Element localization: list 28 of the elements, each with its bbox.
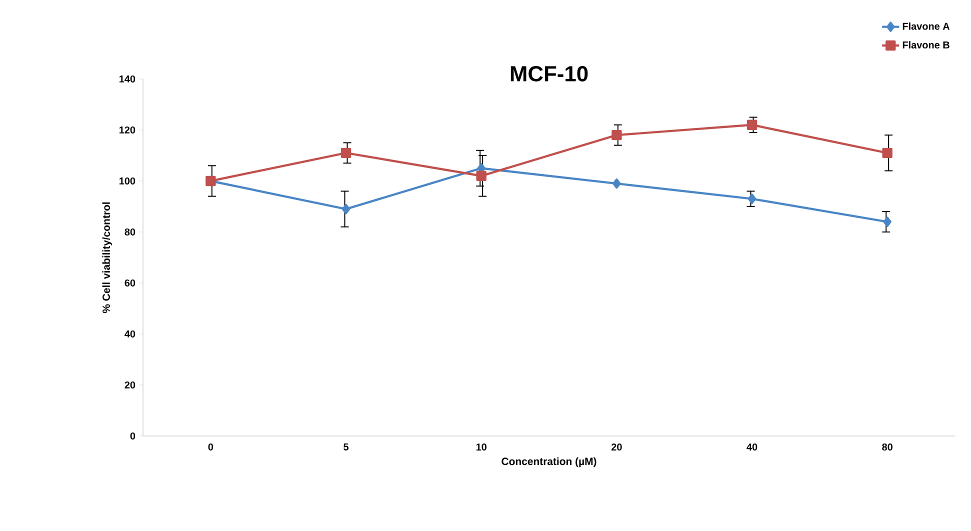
y-tick-label: 100 [119,177,136,185]
y-tick-label: 140 [119,75,136,83]
point [340,148,352,158]
x-tick-label: 80 [882,444,892,451]
y-axis-title: % Cell viability/control [102,202,112,314]
legend-label: Flavone B [902,41,950,48]
legend-label: Flavone A [902,22,950,30]
y-tick-label: 40 [124,330,136,338]
y-tick-label: 120 [119,126,136,134]
point [748,194,756,204]
point [612,130,622,140]
y-tick-label: 80 [124,228,136,236]
point [746,120,758,130]
x-tick-label: 5 [344,444,349,450]
x-axis-title: Concentration (µM) [502,457,596,468]
x-tick-label: 0 [208,444,214,451]
point [612,178,621,189]
chart-title: MCF-10 [510,66,588,82]
x-tick-label: 40 [746,444,758,451]
y-tick-label: 0 [130,432,136,440]
y-tick-label: 60 [124,279,136,287]
point [476,170,486,181]
point [882,148,892,158]
y-tick-label: 20 [124,381,136,389]
point [883,216,892,227]
x-tick-label: 10 [476,444,486,451]
x-tick-label: 20 [611,444,622,451]
point [342,204,350,214]
